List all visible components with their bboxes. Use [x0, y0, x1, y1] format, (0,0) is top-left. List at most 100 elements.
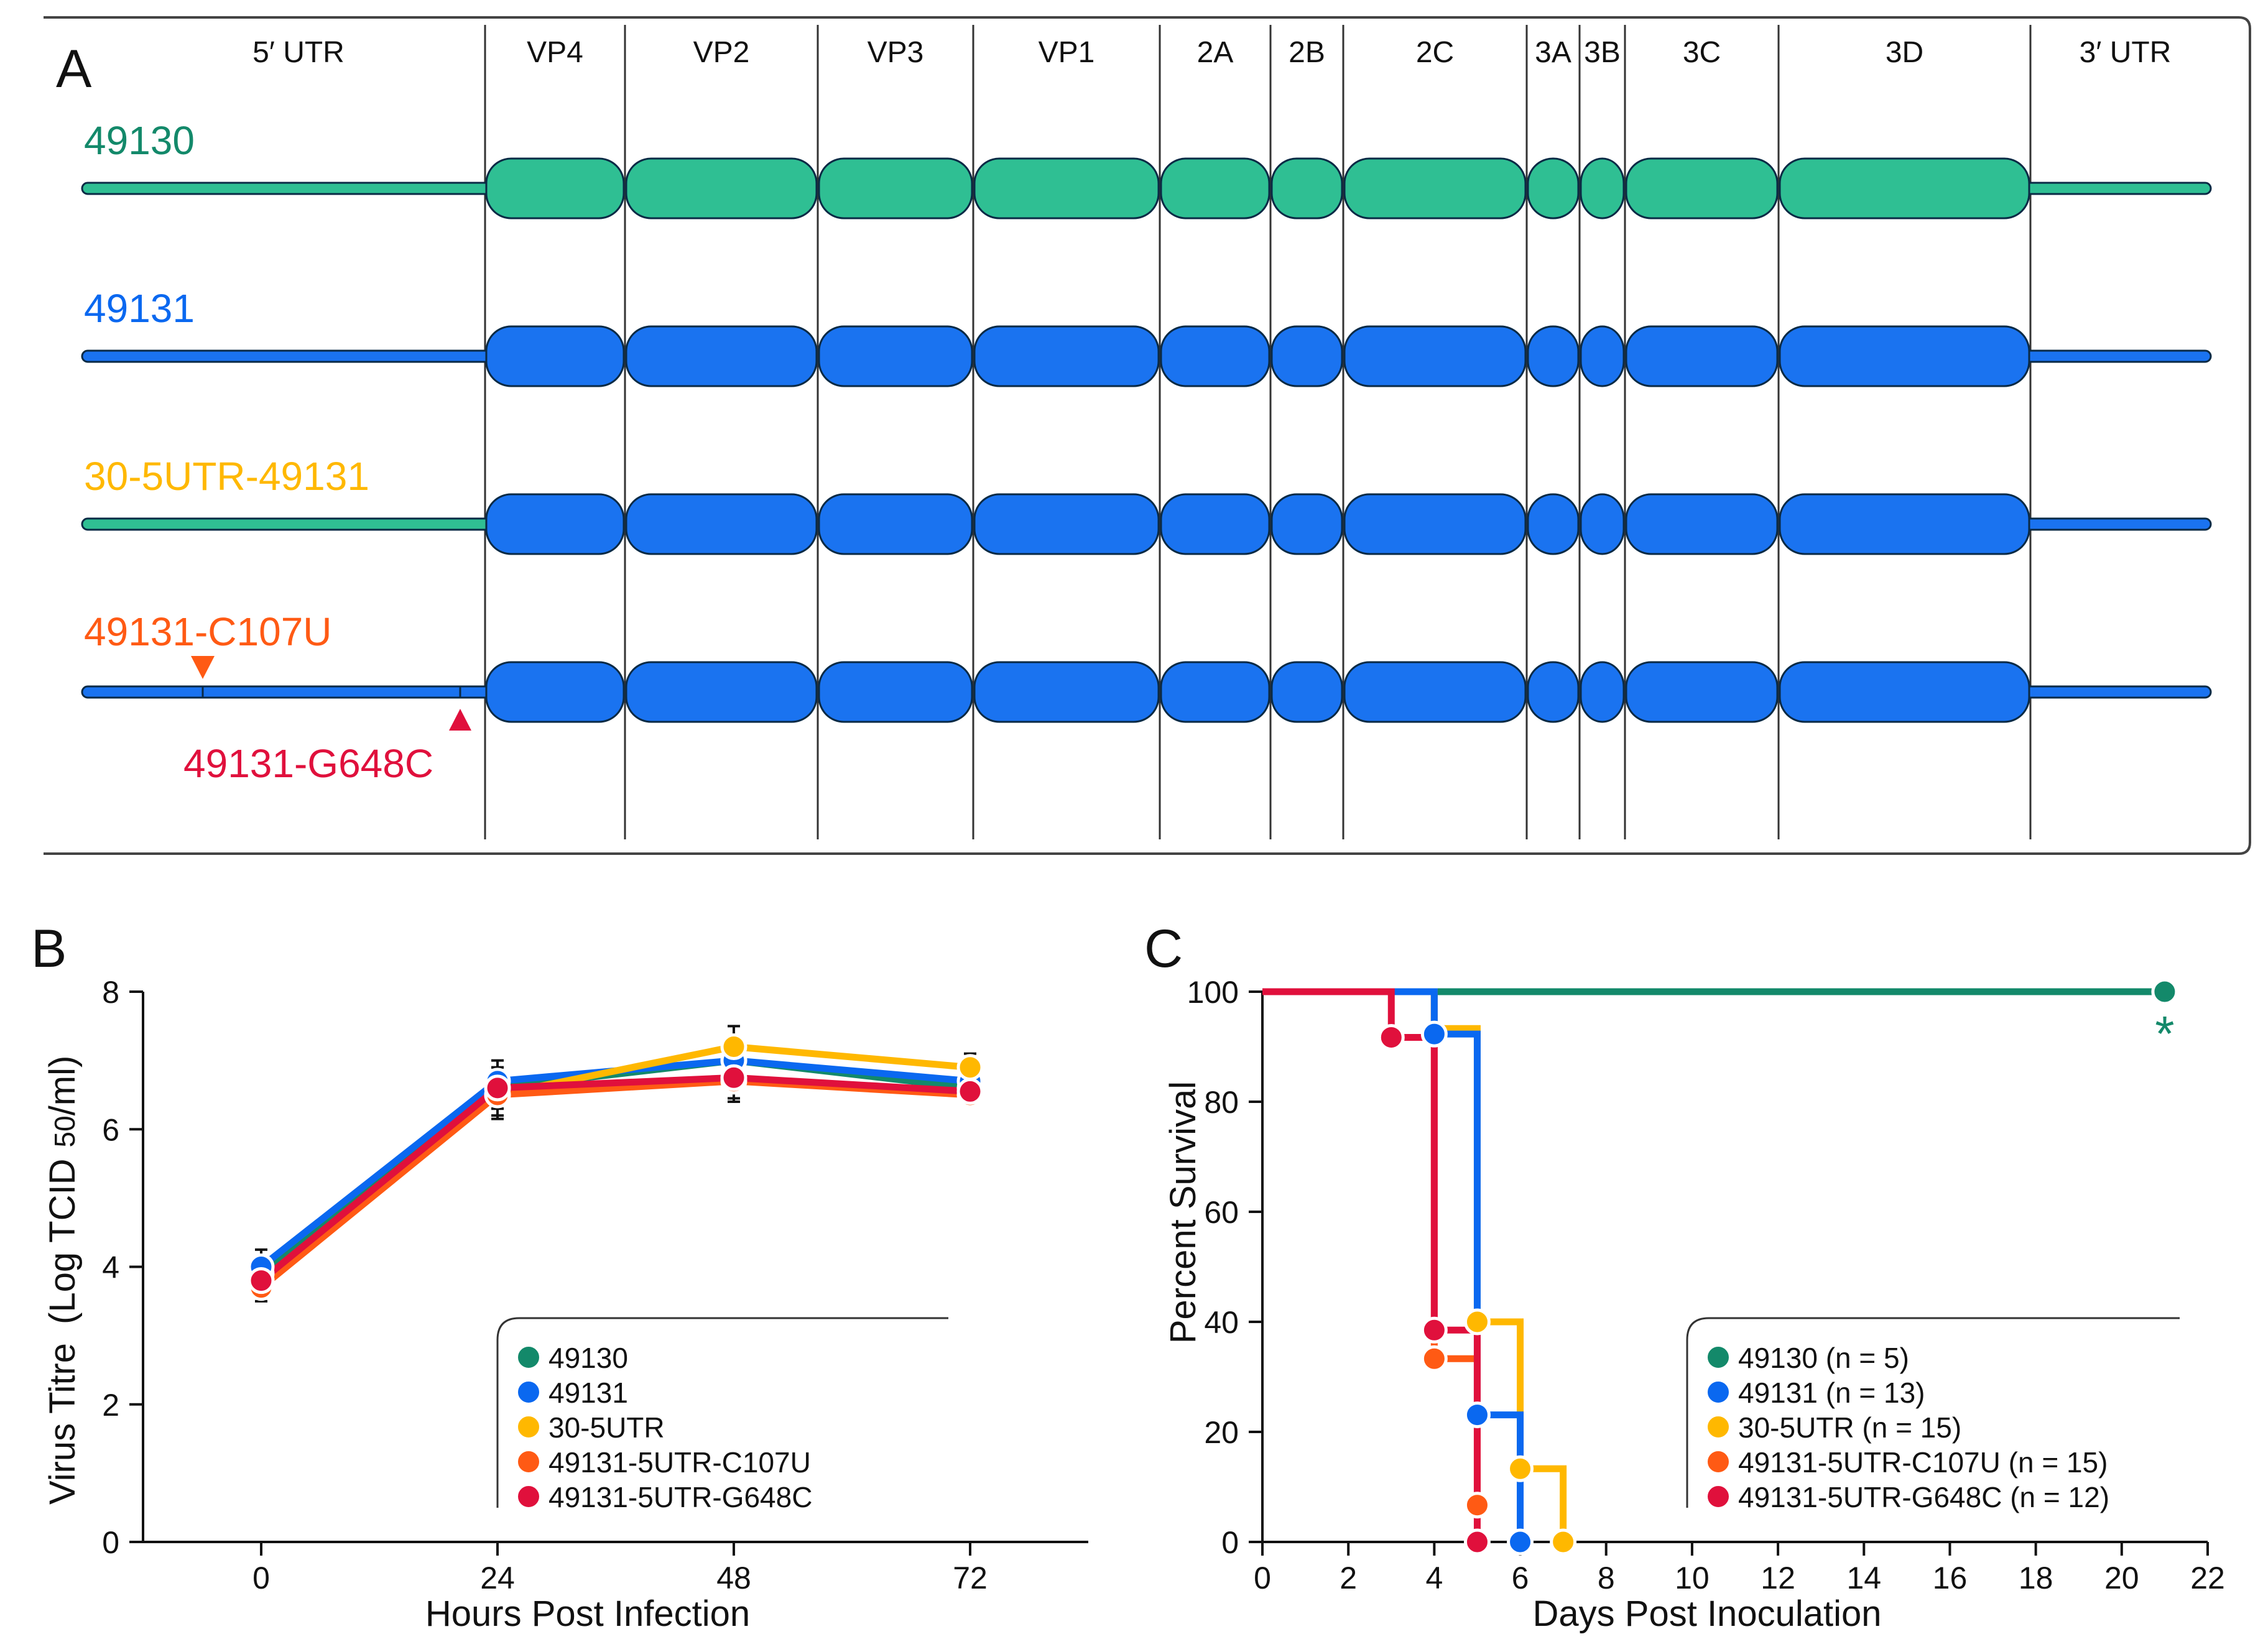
c-data-point: [1463, 1492, 1491, 1519]
protein-segment-vp2: [625, 157, 818, 219]
g648c-marker-icon: [449, 709, 471, 731]
b-data-point: [484, 1074, 511, 1102]
construct-row-3: [81, 661, 2212, 723]
region-label-vp4: VP4: [527, 36, 583, 69]
construct-row-2: [81, 493, 2212, 555]
protein-segment-3a: [1527, 493, 1580, 555]
construct-label-49130: 49130: [84, 118, 195, 163]
protein-segment-2a: [1160, 157, 1270, 219]
protein-segment-3c: [1625, 661, 1779, 723]
b-series-line: [259, 1057, 971, 1276]
c-legend-marker: [1705, 1344, 1731, 1370]
b-line-49131-5utr-c107u: [259, 1077, 971, 1290]
c-series: [1262, 978, 2178, 1556]
b-legend-label: 30-5UTR: [548, 1411, 665, 1444]
panel-a-genome-map: A 5′ UTR VP4 VP2 VP3 VP1 2A 2B 2C 3A 3B 3C 3D 3′ UTR…: [44, 16, 2251, 855]
region-label-2b: 2B: [1289, 36, 1325, 69]
protein-segment-3d: [1779, 157, 2030, 219]
b-data-point: [956, 1054, 984, 1081]
b-data-point: [956, 1077, 984, 1105]
b-series-line: [259, 1077, 971, 1290]
c-x-tick-label: 16: [1933, 1561, 1968, 1595]
c-x-tick-label: 14: [1846, 1561, 1881, 1595]
c-y-tick-label: 20: [1204, 1415, 1239, 1450]
panel-a-border: [44, 16, 2251, 855]
region-label-vp1: VP1: [1039, 36, 1095, 69]
protein-segment-3b: [1580, 493, 1625, 555]
protein-segment-vp3: [818, 157, 973, 219]
b-x-axis-label: Hours Post Infection: [425, 1594, 750, 1634]
b-y-label-end: /ml): [42, 1056, 83, 1116]
c-legend: 49130 (n = 5)49131 (n = 13)30-5UTR (n = …: [1686, 1317, 2180, 1513]
b-series-30-5utr: [255, 1025, 976, 1296]
c-axes: 0 20 40 60 80 100 0 2 4 6 8 10 12 14 16 18 20 22: [1187, 975, 2225, 1595]
protein-segment-vp2: [625, 661, 818, 723]
c-points-49131-n-13: [1420, 1020, 1534, 1556]
utr5-line: [81, 517, 493, 531]
protein-segment-2c: [1343, 493, 1527, 555]
c-line-49131-n-13: [1262, 988, 1524, 1542]
c-x-tick-label: 20: [2104, 1561, 2139, 1595]
c-points-30-5utr-n-15: [1463, 1308, 1577, 1556]
c-x-tick-label: 22: [2190, 1561, 2225, 1595]
c-x-tick-label: 4: [1425, 1561, 1443, 1595]
protein-segment-vp4: [485, 325, 625, 387]
b-x-tick-label: 48: [716, 1561, 751, 1595]
b-legend-marker: [516, 1379, 542, 1405]
protein-segment-3b: [1580, 661, 1625, 723]
c-points-49130-n-5: [2151, 978, 2178, 1005]
protein-segment-vp3: [818, 493, 973, 555]
b-x-tick-label: 24: [480, 1561, 515, 1595]
b-data-point: [248, 1267, 275, 1294]
b-y-label-sub: 50: [49, 1115, 81, 1147]
c-survival-step: [1262, 988, 1481, 1542]
c-legend-marker: [1705, 1449, 1731, 1475]
b-data-point: [720, 1033, 747, 1060]
b-legend-label: 49130: [548, 1342, 628, 1374]
b-line-49130: [259, 1057, 971, 1276]
b-x-tick-label: 72: [953, 1561, 988, 1595]
c107u-marker-icon: [191, 656, 215, 679]
protein-segment-2a: [1160, 493, 1270, 555]
c-line-49131-5utr-c107u-n-15: [1262, 988, 1481, 1505]
protein-segment-2a: [1160, 661, 1270, 723]
b-y-label-unit: (Log TCID: [42, 1159, 83, 1324]
b-data-point: [720, 1064, 747, 1091]
utr3-line: [2023, 349, 2212, 363]
protein-segment-vp1: [973, 493, 1160, 555]
b-line-49131-5utr-g648c: [259, 1074, 971, 1283]
b-series-49131-5utr-g648c: [255, 1056, 976, 1296]
region-divider-lines: [484, 25, 2032, 839]
protein-segment-3d: [1779, 661, 2030, 723]
panel-c-letter: C: [1144, 919, 1183, 979]
c-data-point: [1550, 1528, 1577, 1556]
protein-segment-3a: [1527, 325, 1580, 387]
construct-label-49131-c107u: 49131-C107U: [84, 609, 332, 654]
c-y-tick-label: 100: [1187, 975, 1239, 1010]
b-legend-label: 49131-5UTR-C107U: [548, 1446, 811, 1479]
panel-c-survival-chart: C 0 20 40 60 80 100 0 2 4 6 8 10 12 14 16 18 20 22 49130 …: [1144, 919, 2225, 1634]
b-series-line: [259, 1074, 971, 1283]
c-legend-frame: [1686, 1317, 2180, 1508]
b-legend-marker: [516, 1449, 542, 1475]
b-y-tick-label: 6: [102, 1112, 119, 1147]
protein-segment-3a: [1527, 661, 1580, 723]
region-label-3a: 3A: [1535, 36, 1571, 69]
c-data-point: [1420, 1020, 1448, 1048]
c-line-49131-5utr-g648c-n-12: [1262, 988, 1481, 1542]
c-y-tick-label: 60: [1204, 1195, 1239, 1230]
b-legend-frame: [496, 1317, 948, 1508]
protein-segment-2c: [1343, 157, 1527, 219]
protein-segment-vp3: [818, 661, 973, 723]
b-y-axis-label: Virus Titre (Log TCID 50/ml): [42, 1056, 83, 1505]
c-y-axis-label: Percent Survival: [1163, 1081, 1203, 1344]
c-survival-step: [1262, 988, 1524, 1542]
protein-segment-vp1: [973, 157, 1160, 219]
b-series: [248, 1025, 984, 1303]
b-y-tick-label: 4: [102, 1250, 119, 1285]
protein-segment-vp1: [973, 325, 1160, 387]
utr3-line: [2023, 182, 2212, 195]
protein-segment-vp1: [973, 661, 1160, 723]
b-y-label-main: Virus Titre: [42, 1343, 83, 1505]
